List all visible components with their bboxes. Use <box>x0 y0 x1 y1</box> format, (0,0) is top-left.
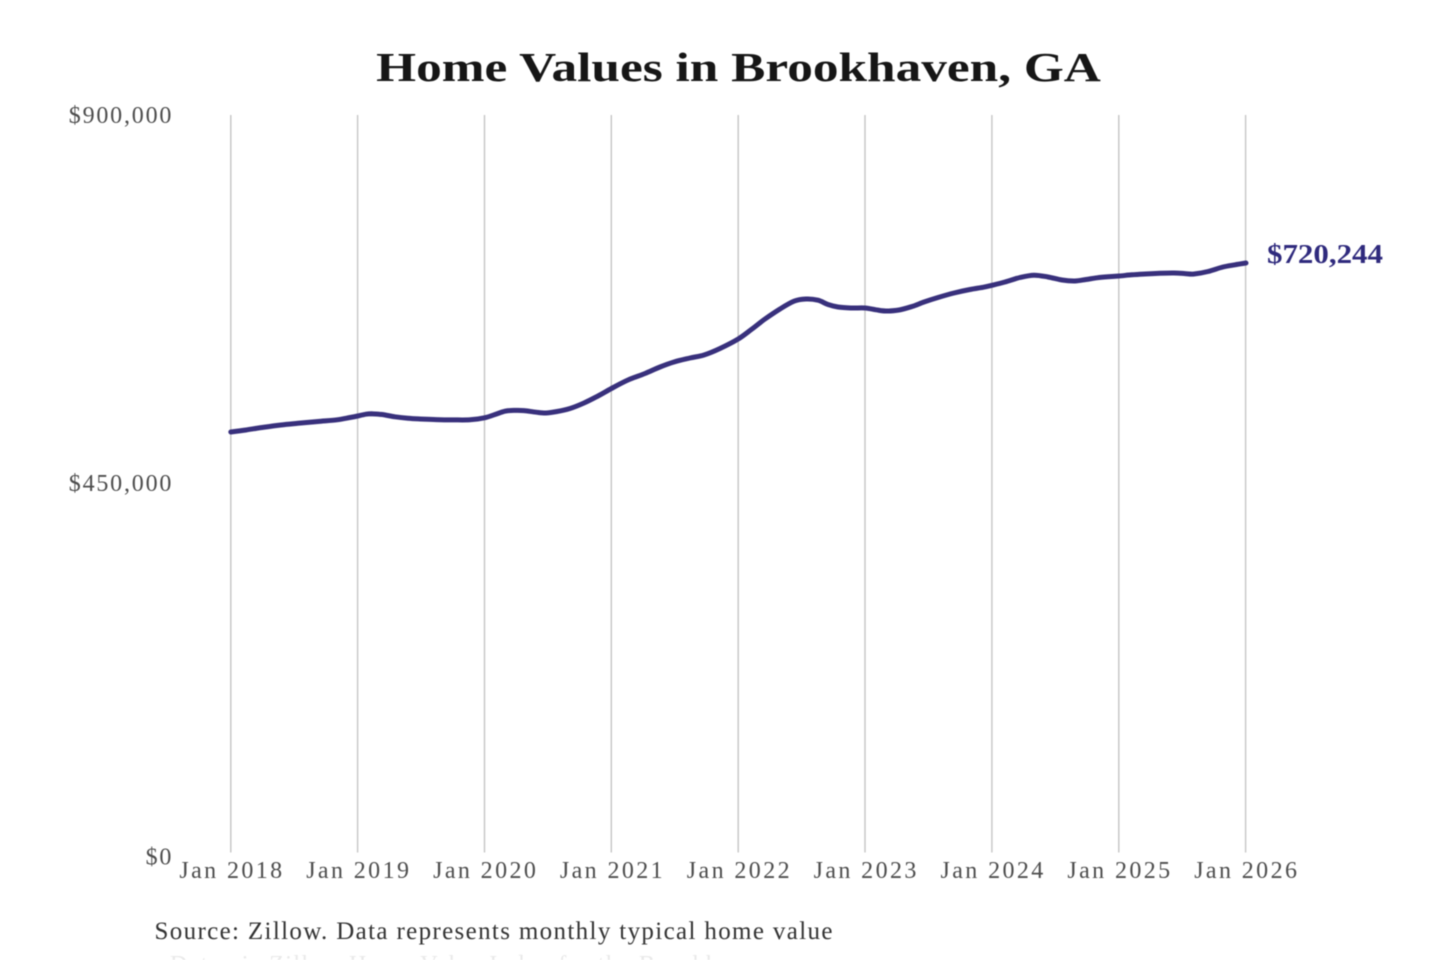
svg-text:Jan 2026: Jan 2026 <box>1194 858 1299 884</box>
svg-text:$450,000: $450,000 <box>69 471 173 497</box>
svg-text:Jan 2020: Jan 2020 <box>433 858 538 884</box>
svg-text:Jan 2025: Jan 2025 <box>1067 858 1172 884</box>
svg-text:Jan 2019: Jan 2019 <box>306 858 411 884</box>
svg-text:$0: $0 <box>146 845 174 871</box>
svg-text:Home Values in Brookhaven, GA: Home Values in Brookhaven, GA <box>376 46 1101 91</box>
svg-text:Jan 2021: Jan 2021 <box>560 858 665 884</box>
svg-text:Jan 2018: Jan 2018 <box>179 858 284 884</box>
svg-text:Jan 2022: Jan 2022 <box>687 858 792 884</box>
svg-text:Jan 2023: Jan 2023 <box>814 858 919 884</box>
svg-text:Jan 2024: Jan 2024 <box>940 858 1045 884</box>
svg-text:$720,244: $720,244 <box>1267 240 1383 270</box>
svg-text:Data via Zillow Home Value Ind: Data via Zillow Home Value Index for the… <box>170 952 823 960</box>
svg-text:$900,000: $900,000 <box>69 103 173 129</box>
svg-text:Source: Zillow. Data represent: Source: Zillow. Data represents monthly … <box>155 918 834 945</box>
